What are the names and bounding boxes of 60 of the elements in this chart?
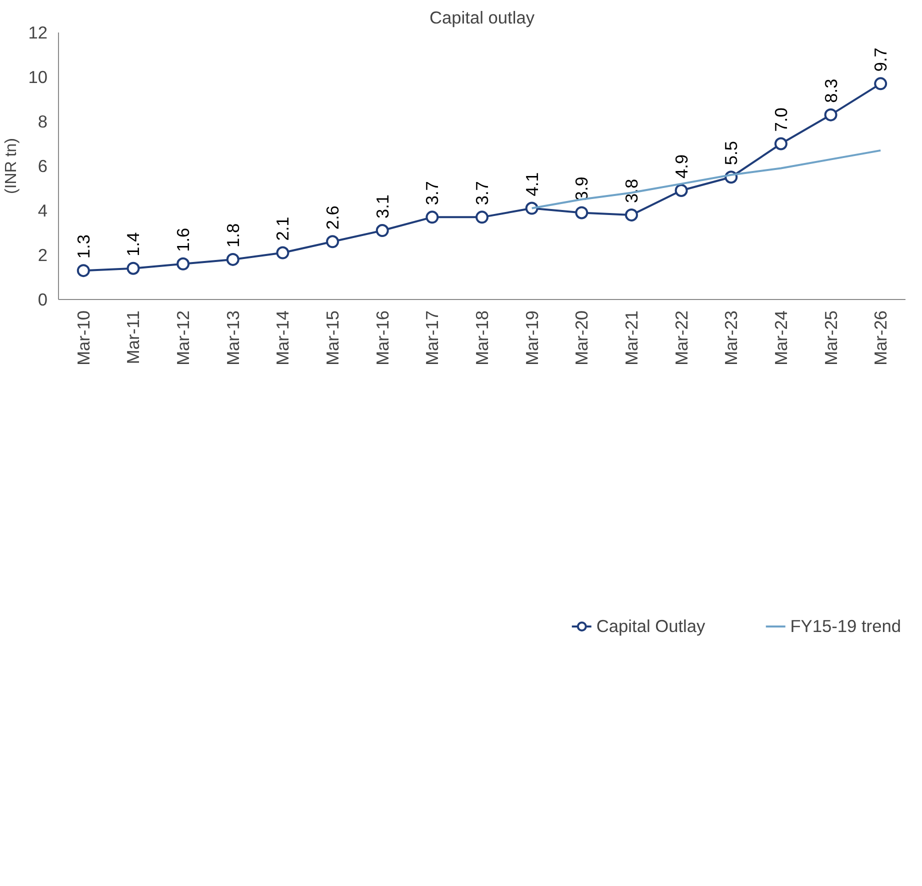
y-tick-label: 10 xyxy=(28,67,48,87)
data-label: 4.9 xyxy=(671,154,692,178)
point xyxy=(575,206,588,220)
data-label: 4.1 xyxy=(522,172,542,196)
x-tick-label: Mar-20 xyxy=(572,310,592,366)
x-tick-label: Mar-10 xyxy=(73,310,94,366)
x-tick-label: Mar-11 xyxy=(123,310,144,364)
point xyxy=(326,235,340,248)
point xyxy=(476,210,488,224)
point xyxy=(376,224,389,238)
x-tick-label: Mar-12 xyxy=(173,310,194,366)
point xyxy=(774,137,788,150)
x-tick-label: Mar-16 xyxy=(372,310,392,366)
point xyxy=(426,210,439,224)
data-label: 3.7 xyxy=(422,181,442,206)
data-label: 8.3 xyxy=(820,78,841,103)
x-tick-label: Mar-18 xyxy=(472,310,492,366)
data-label: 1.4 xyxy=(123,232,144,256)
x-tick-label: Mar-25 xyxy=(820,310,841,366)
data-label: 1.6 xyxy=(173,228,194,252)
data-label: 3.1 xyxy=(372,194,392,219)
x-tick-label: Mar-22 xyxy=(671,310,692,366)
data-label: 2.6 xyxy=(322,206,343,230)
point xyxy=(874,77,888,90)
point xyxy=(824,108,838,122)
x-tick-label: Mar-14 xyxy=(272,310,293,366)
data-label: 3.8 xyxy=(621,178,642,203)
data-label: 9.7 xyxy=(870,48,891,72)
data-label: 3.7 xyxy=(472,181,492,206)
y-tick-label: 8 xyxy=(38,112,48,132)
y-tick-label: 12 xyxy=(28,22,48,42)
y-axis-title: (INR tn) xyxy=(3,138,20,194)
chart-title: Capital outlay xyxy=(430,8,535,28)
data-label: 1.8 xyxy=(222,223,243,248)
x-tick-label: Mar-15 xyxy=(322,310,343,366)
y-tick-label: 0 xyxy=(38,290,48,310)
point xyxy=(276,246,290,260)
legend-label: FY15-19 trend xyxy=(790,616,901,636)
point xyxy=(76,264,90,278)
point xyxy=(126,262,140,275)
point xyxy=(226,252,240,266)
data-label: 1.3 xyxy=(73,234,94,259)
y-tick-label: 6 xyxy=(38,156,48,176)
point xyxy=(176,257,190,270)
x-tick-label: Mar-17 xyxy=(422,310,442,366)
data-label: 2.1 xyxy=(272,216,293,241)
x-tick-label: Mar-26 xyxy=(870,310,891,366)
x-tick-label: Mar-21 xyxy=(621,310,642,366)
point xyxy=(624,208,638,222)
x-tick-label: Mar-23 xyxy=(721,310,742,366)
y-tick-label: 4 xyxy=(38,200,48,220)
data-label: 7.0 xyxy=(770,108,791,132)
x-tick-label: Mar-19 xyxy=(522,310,542,366)
x-tick-label: Mar-13 xyxy=(222,310,243,366)
x-tick-label: Mar-24 xyxy=(770,310,791,366)
point xyxy=(674,184,688,197)
data-label: 3.9 xyxy=(572,176,592,201)
y-tick-label: 2 xyxy=(38,245,48,265)
data-label: 5.5 xyxy=(721,141,742,166)
legend-label: Capital Outlay xyxy=(596,616,706,636)
